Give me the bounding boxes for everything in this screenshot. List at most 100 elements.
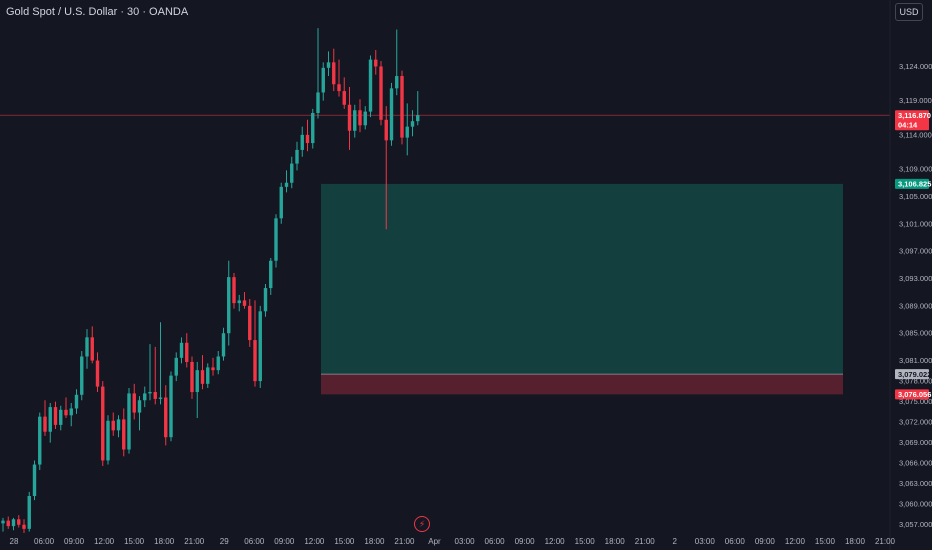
time-tick-label: 28 [10,537,19,546]
candle [27,491,31,532]
lightning-bolt-icon[interactable]: ⚡ [414,516,430,532]
time-tick-label: 15:00 [334,537,355,546]
time-tick-label: 12:00 [94,537,115,546]
candle-body [64,409,68,416]
candle [305,119,310,152]
price-tick-label: 3,072.000 [899,418,932,427]
time-tick-label: 06:00 [485,537,506,546]
candle [253,300,257,387]
candle [127,387,131,454]
candle-body [158,397,163,399]
candle-body [358,110,362,126]
candle [211,357,215,376]
candle [43,400,47,436]
candle [416,91,420,126]
candle-body [363,111,367,126]
candle [311,108,315,149]
current-price-tag-bg [895,110,929,131]
candle-body [179,342,184,358]
candle-body [185,342,189,362]
candle [164,385,168,446]
time-tick-label: 09:00 [274,537,295,546]
candle [248,299,252,347]
candle [106,415,110,465]
candle-body [221,333,226,357]
time-tick-label: 21:00 [635,537,656,546]
candle-body [237,300,241,304]
candle-body [53,407,58,425]
candle-body [206,367,210,384]
price-tick-label: 3,119.000 [899,96,932,105]
candle [374,50,378,75]
candle-body [290,163,294,183]
price-tick-label: 3,085.000 [899,329,932,338]
price-tick-label: 3,089.000 [899,301,932,310]
price-tick-label: 3,075.000 [899,397,932,406]
time-tick-label: 06:00 [244,537,265,546]
symbol-title[interactable]: Gold Spot / U.S. Dollar · 30 · OANDA [6,6,189,18]
candle-body [379,66,383,120]
candle-body [342,91,346,105]
candle [232,273,236,309]
candle-body [127,393,131,450]
target-price-tag-bg [895,178,929,189]
candle [6,516,10,529]
candle [347,86,352,150]
time-tick-label: 15:00 [815,537,836,546]
candle [326,51,331,77]
time-tick-label: 15:00 [575,537,596,546]
candle-body [216,356,220,371]
candle [379,60,383,126]
price-tick-label: 3,063.000 [899,479,932,488]
candle [384,106,388,230]
candle-body [416,115,420,122]
loss-zone[interactable] [321,374,843,395]
candle [200,355,205,390]
candle-body [374,59,378,67]
candle [69,402,73,427]
candle [174,352,178,382]
candle-body [337,84,341,92]
candle-body [227,277,231,334]
candle-body [195,370,199,393]
time-axis[interactable]: 28 06:00 09:00 12:00 15:00 18:00 21:00 29 06:00 0… [10,537,896,546]
candle [258,305,262,388]
time-tick-label: Apr [428,537,441,546]
profit-zone[interactable] [321,183,843,375]
price-tick-label: 3,081.000 [899,356,932,365]
time-tick-label: 03:00 [455,537,476,546]
candle-body [405,126,409,138]
candle [11,517,16,531]
candle-body [85,337,89,357]
candle-body [153,392,157,399]
candle-body [410,121,415,127]
candle-body [316,92,320,113]
candle-body [169,375,173,438]
candle [353,104,357,138]
candle [185,333,189,368]
target-price-tag-text: 3,106.825 [898,180,931,189]
candle [148,344,152,401]
stop-price-tag-bg [895,389,929,400]
price-tick-label: 3,097.000 [899,247,932,256]
price-tick-label: 3,069.000 [899,438,932,447]
candle-body [148,392,152,394]
candles [1,28,420,533]
candle [405,103,409,156]
candle-body [11,519,16,527]
entry-price-tag-bg [895,369,929,380]
price-axis[interactable]: 3,124.000 3,119.000 3,114.000 3,109.000 3,10… [899,62,932,529]
candle [410,110,415,137]
candle [158,322,163,405]
candle [290,156,294,189]
time-tick-label: 15:00 [124,537,145,546]
position-zones [321,183,843,395]
candle-body [164,397,168,438]
candle [206,363,210,388]
price-tick-label: 3,124.000 [899,62,932,71]
candle [342,77,346,109]
currency-button[interactable]: USD [895,3,923,21]
candle [337,59,341,97]
time-tick-label: 09:00 [64,537,85,546]
